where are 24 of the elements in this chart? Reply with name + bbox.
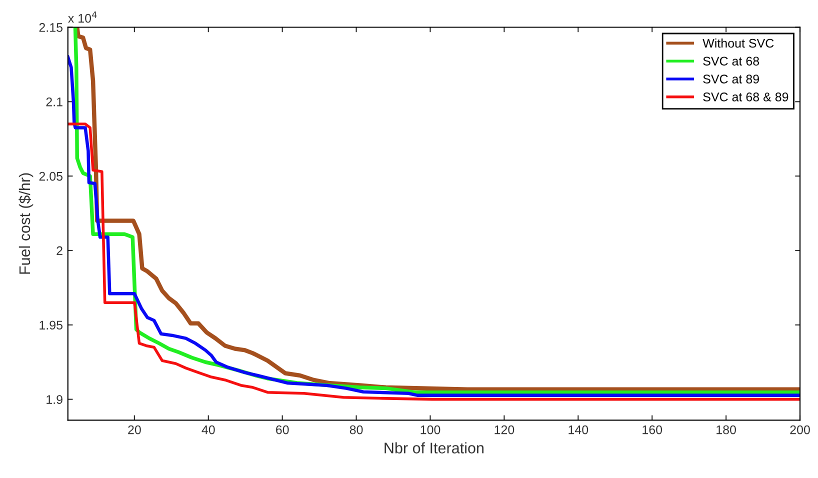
y-tick-label: 1.95: [40, 320, 63, 330]
y-tick-label: 2: [56, 246, 62, 256]
x-tick-label: 100: [420, 425, 440, 434]
x-tick-label: 140: [568, 425, 588, 434]
x-tick-label: 160: [642, 425, 662, 434]
x-tick-label: 20: [128, 425, 141, 434]
legend-label: SVC at 68: [703, 56, 760, 66]
x-tick-label: 180: [716, 425, 736, 434]
y-tick-label: 2.1: [46, 97, 62, 106]
line-series: [68, 122, 800, 401]
legend-label: Without SVC: [702, 38, 774, 48]
y-tick-label: 2.05: [39, 172, 63, 181]
x-axis-title: Nbr of Iteration: [384, 442, 484, 454]
y-tick-label: 2.15: [39, 23, 63, 32]
x-tick-label: 200: [790, 425, 810, 434]
x-tick-label: 80: [350, 425, 363, 434]
y-axis-title: Fuel cost ($/hr): [18, 173, 34, 274]
x-tick-label: 60: [276, 425, 289, 434]
text: x 10$^{4}$: [68, 11, 97, 23]
legend-label: SVC at 68 & 89: [703, 92, 788, 102]
x-tick-label: 40: [202, 425, 215, 434]
x-tick-label: 120: [494, 425, 514, 434]
legend-label: SVC at 89: [703, 74, 759, 84]
y-tick-label: 1.9: [46, 395, 62, 404]
